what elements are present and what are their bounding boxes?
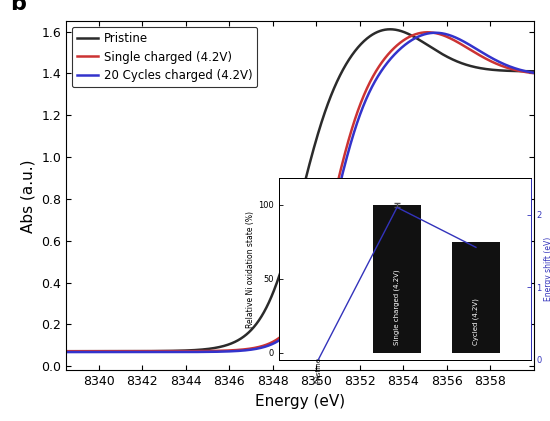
20 Cycles charged (4.2V) [52,349,58,354]
X-axis label: Energy (eV): Energy (eV) [255,394,345,409]
20 Cycles charged (4.2V) [272,340,279,345]
Pristine [52,349,58,354]
Line: 20 Cycles charged (4.2V): 20 Cycles charged (4.2V) [55,33,550,352]
Pristine [272,284,279,289]
Single charged (4.2V) [442,34,449,39]
20 Cycles charged (4.2V) [442,32,449,37]
Y-axis label: Abs (a.u.): Abs (a.u.) [20,159,36,232]
Pristine [254,320,261,325]
Legend: Pristine, Single charged (4.2V), 20 Cycles charged (4.2V): Pristine, Single charged (4.2V), 20 Cycl… [72,27,257,87]
20 Cycles charged (4.2V) [395,48,402,53]
Single charged (4.2V) [395,42,402,47]
Text: b: b [10,0,26,14]
Y-axis label: Energy shift (eV): Energy shift (eV) [544,237,550,301]
20 Cycles charged (4.2V) [432,30,439,35]
Pristine [452,58,458,63]
Pristine [103,349,109,354]
Single charged (4.2V) [52,349,58,354]
Line: Pristine: Pristine [55,29,550,351]
20 Cycles charged (4.2V) [103,349,109,354]
Single charged (4.2V) [103,349,109,354]
Line: Single charged (4.2V): Single charged (4.2V) [55,32,550,351]
Single charged (4.2V) [272,338,279,343]
Pristine [387,27,393,32]
Single charged (4.2V) [452,38,458,43]
20 Cycles charged (4.2V) [254,346,261,351]
Pristine [442,53,449,59]
20 Cycles charged (4.2V) [452,35,458,40]
Pristine [396,28,403,33]
Single charged (4.2V) [254,345,261,350]
Single charged (4.2V) [424,30,431,35]
